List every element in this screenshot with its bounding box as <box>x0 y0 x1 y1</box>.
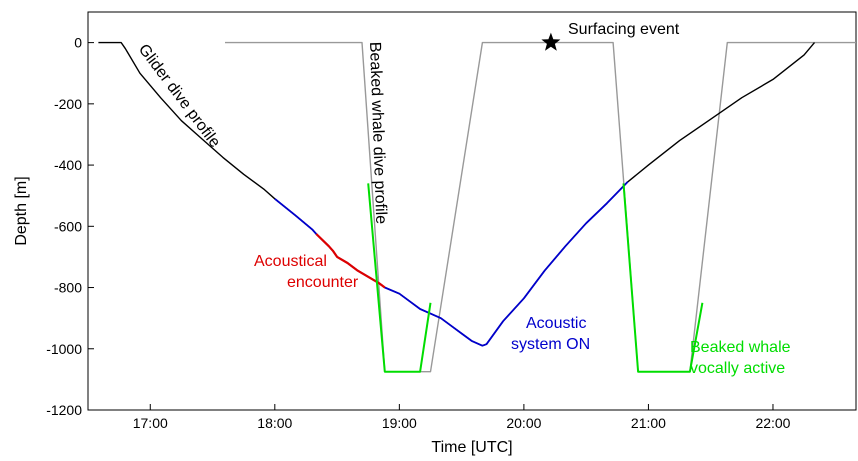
series-layer <box>98 41 856 373</box>
x-tick-label: 22:00 <box>755 415 790 431</box>
y-tick-label: 0 <box>74 35 82 51</box>
series-beaked-whale-dive-profile <box>225 41 856 373</box>
annotation-encounter: encounter <box>287 274 359 291</box>
y-axis-ticks: 0 -200 -400 -600 -800 -1000 -1200 <box>46 35 94 418</box>
y-tick-label: -1000 <box>46 341 82 357</box>
x-tick-label: 19:00 <box>382 415 417 431</box>
annotation-glider-dive-profile: Glider dive profile <box>135 41 224 151</box>
y-tick-label: -400 <box>54 157 82 173</box>
y-tick-label: -600 <box>54 218 82 234</box>
y-tick-label: -200 <box>54 96 82 112</box>
y-tick-label: -1200 <box>46 402 82 418</box>
y-axis-label: Depth [m] <box>13 176 30 245</box>
x-axis-ticks: 17:00 18:00 19:00 20:00 21:00 22:00 <box>133 404 791 431</box>
series-glider-dive-profile <box>98 41 816 347</box>
x-tick-label: 21:00 <box>631 415 666 431</box>
y-tick-label: -800 <box>54 280 82 296</box>
series-beaked-whale-vocally-active-1 <box>367 183 432 373</box>
annotation-beaked-whale-dive-profile: Beaked whale dive profile <box>366 42 389 225</box>
annotation-system-on: system ON <box>511 336 590 353</box>
annotation-surfacing-event: Surfacing event <box>568 21 680 38</box>
x-tick-label: 17:00 <box>133 415 168 431</box>
annotation-vocally-active: vocally active <box>690 360 785 377</box>
x-tick-label: 20:00 <box>506 415 541 431</box>
series-beaked-whale-vocally-active-2 <box>622 183 704 373</box>
x-tick-label: 18:00 <box>257 415 292 431</box>
annotation-acoustical: Acoustical <box>254 253 327 270</box>
annotation-acoustic: Acoustic <box>526 315 586 332</box>
annotation-beaked-whale: Beaked whale <box>690 339 791 356</box>
series-acoustical-encounter <box>315 233 386 289</box>
x-axis-label: Time [UTC] <box>431 439 512 456</box>
plot-frame <box>87 11 857 411</box>
surfacing-event-star-icon <box>541 32 561 51</box>
